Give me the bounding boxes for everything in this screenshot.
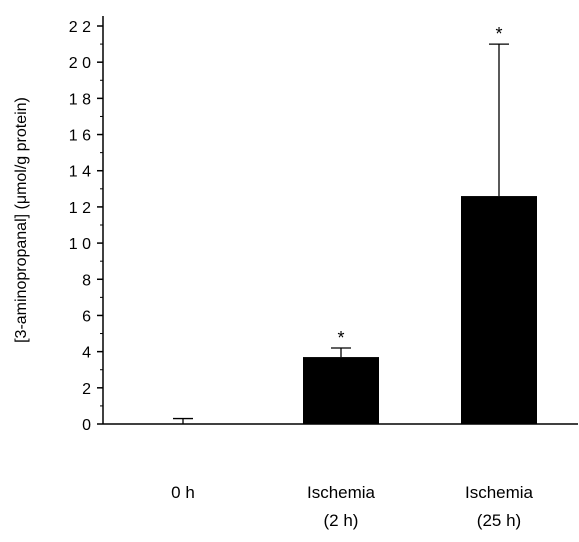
y-tick-label: 2 0 — [69, 55, 91, 72]
y-tick-label: 0 — [82, 417, 91, 434]
y-tick-label: 8 — [82, 272, 91, 289]
significance-marker: * — [495, 24, 502, 44]
bar — [303, 357, 379, 424]
y-axis-label: [3-aminopropanal] (μmol/g protein) — [13, 97, 30, 343]
y-tick-label: 2 — [82, 381, 91, 398]
bars: ** — [173, 24, 537, 424]
category-labels: 0 h Ischemia (2 h) Ischemia (25 h) — [171, 483, 533, 530]
y-tick-label: 2 2 — [69, 19, 91, 36]
y-tick-label: 6 — [82, 308, 91, 325]
y-tick-label: 1 8 — [69, 91, 91, 108]
x-category-label: Ischemia — [307, 483, 376, 502]
y-tick-label: 4 — [82, 345, 91, 362]
y-tick-label: 1 6 — [69, 128, 91, 145]
bar — [461, 196, 537, 424]
x-category-label: 0 h — [171, 483, 195, 502]
significance-marker: * — [337, 328, 344, 348]
x-category-sublabel: (2 h) — [324, 511, 359, 530]
y-tick-label: 1 4 — [69, 164, 91, 181]
x-category-label: Ischemia — [465, 483, 534, 502]
y-tick-label: 1 0 — [69, 236, 91, 253]
y-tick-label: 1 2 — [69, 200, 91, 217]
y-ticks: 0 2 4 6 8 1 0 1 2 1 4 1 6 1 8 2 0 2 2 — [69, 19, 103, 434]
x-category-sublabel: (25 h) — [477, 511, 521, 530]
